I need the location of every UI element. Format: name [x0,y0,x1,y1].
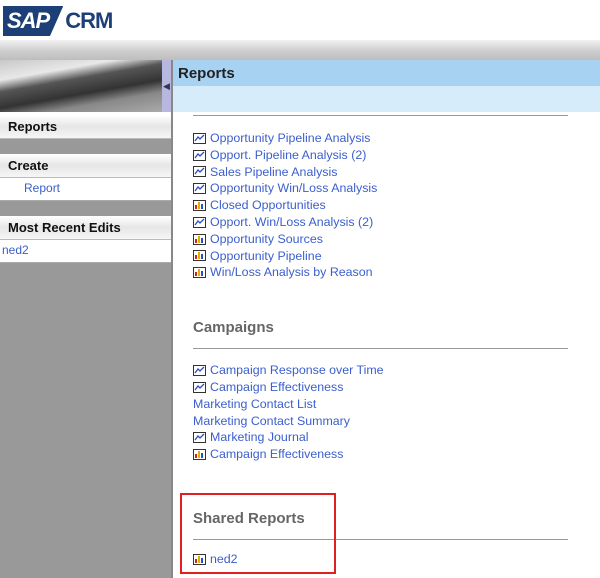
campaigns-section: Campaigns Campaign Response over Time Cam… [193,319,568,463]
report-link-label: Opportunity Pipeline Analysis [210,131,371,145]
report-link-label: Win/Loss Analysis by Reason [210,265,373,280]
bar-chart-icon [193,200,210,212]
report-link[interactable]: Sales Pipeline Analysis [193,164,568,181]
bar-chart-icon [193,233,210,245]
report-link-label: Marketing Contact List [193,396,317,411]
banner-image [0,60,162,112]
report-link[interactable]: Closed Opportunities [193,197,568,214]
line-chart-icon [193,149,210,161]
line-chart-icon [193,166,210,178]
report-link-label: Campaign Effectiveness [210,447,344,462]
divider [171,60,173,578]
report-link-label: Opport. Pipeline Analysis (2) [210,147,367,162]
report-link-label: Marketing Contact Summary [193,413,351,428]
line-chart-icon [193,381,210,393]
highlight-box [180,493,336,574]
line-chart-icon [193,365,210,377]
report-link-label: Marketing Journal [210,430,309,445]
sidebar-create-title: Create [0,154,171,178]
line-chart-icon [193,132,210,144]
sidebar: Reports Create Report Most Recent Edits … [0,112,171,578]
report-link[interactable]: Campaign Effectiveness [193,379,568,396]
report-link-label: Opportunity Pipeline [210,248,322,263]
report-link[interactable]: Opportunity Win/Loss Analysis [193,180,568,197]
sap-crm-logo: SAP CRM [3,6,113,36]
sidebar-reports-title[interactable]: Reports [0,115,171,139]
report-link[interactable]: ned2 [193,551,568,568]
reports-section: Opportunity Pipeline Analysis Opport. Pip… [193,115,568,281]
report-link-label: Campaign Effectiveness [210,379,344,394]
bar-chart-icon [193,267,210,279]
report-link[interactable]: Campaign Response over Time [193,362,568,379]
collapse-sidebar-arrow-icon[interactable]: ◀ [162,60,171,112]
report-link[interactable]: Marketing Contact Summary [193,413,568,430]
report-link[interactable]: Campaign Effectiveness [193,446,568,463]
section-title: Shared Reports [193,509,305,527]
reports-main: Opportunity Pipeline Analysis Opport. Pip… [193,112,568,568]
report-link-label: Opportunity Sources [210,231,323,246]
sidebar-recent-title: Most Recent Edits [0,216,171,240]
report-link[interactable]: Opport. Pipeline Analysis (2) [193,147,568,164]
bar-chart-icon [193,553,210,565]
report-link[interactable]: Opportunity Pipeline Analysis [193,130,568,147]
report-link[interactable]: Win/Loss Analysis by Reason [193,264,568,281]
report-link[interactable]: Opportunity Sources [193,231,568,248]
report-link[interactable]: Marketing Contact List [193,396,568,413]
report-link[interactable]: Opportunity Pipeline [193,248,568,265]
create-report-link[interactable]: Report [24,181,61,195]
bar-chart-icon [193,250,210,262]
line-chart-icon [193,432,210,444]
recent-edit-link[interactable]: ned2 [2,243,29,257]
report-link-label: Closed Opportunities [210,198,326,213]
page-title: Reports [178,65,235,82]
logo-crm: CRM [65,8,113,33]
report-link-label: Campaign Response over Time [210,363,384,378]
report-link-label: Opport. Win/Loss Analysis (2) [210,214,374,229]
bar-chart-icon [193,449,210,461]
report-link-label: ned2 [210,551,238,566]
report-link[interactable]: Opport. Win/Loss Analysis (2) [193,214,568,231]
line-chart-icon [193,216,210,228]
line-chart-icon [193,183,210,195]
logo-sap: SAP [3,6,64,36]
report-link[interactable]: Marketing Journal [193,429,568,446]
report-link-label: Sales Pipeline Analysis [210,164,338,179]
section-title: Campaigns [193,319,274,337]
shared-reports-section: Shared Reports ned2 [193,510,568,568]
page-header: Reports [173,60,600,112]
top-bar [0,40,600,60]
report-link-label: Opportunity Win/Loss Analysis [210,181,378,196]
